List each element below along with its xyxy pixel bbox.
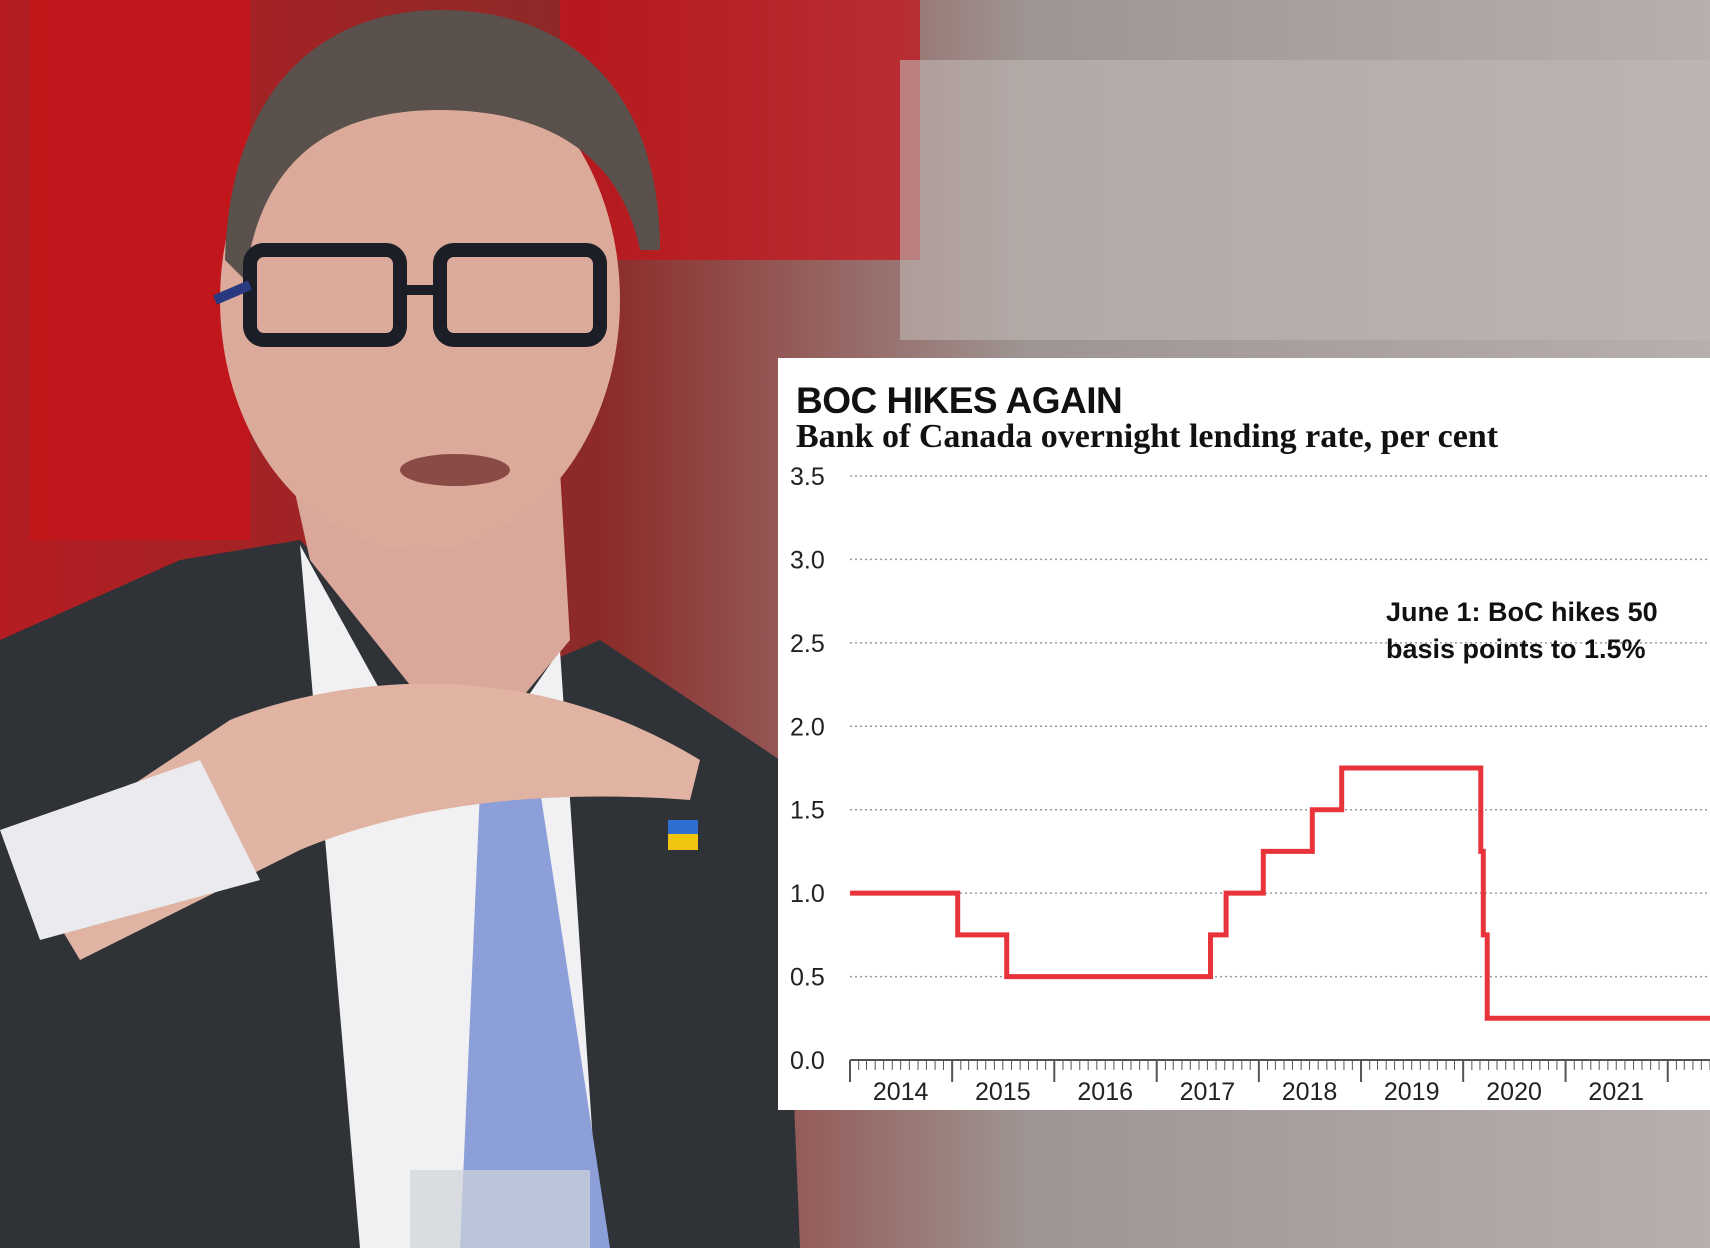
x-tick-label: 2020 [1486,1078,1542,1106]
y-tick-label: 1.5 [790,797,825,825]
x-tick-label: 2017 [1180,1078,1236,1106]
annotation-line-2: basis points to 1.5% [1386,634,1646,664]
chart-title: BOC HIKES AGAIN [796,380,1123,421]
rate-line-chart: 0.00.51.01.52.02.53.03.5 2014 2015 2016 201… [790,463,1710,1106]
rate-line [850,765,1710,1021]
x-axis-ticks: 2014 2015 2016 2017 2018 2019 2020 2021 [873,1078,1644,1106]
hike-annotation: June 1: BoC hikes 50 basis points to 1.5… [1386,594,1686,668]
x-tick-label: 2018 [1282,1078,1338,1106]
x-tick-label: 2015 [975,1078,1031,1106]
y-tick-label: 2.0 [790,713,825,741]
y-tick-label: 3.0 [790,546,825,574]
y-axis-ticks: 0.0 0.5 1.0 1.5 2.0 2.5 3.0 3.5 [790,463,825,1075]
y-tick-label: 3.5 [790,463,825,491]
rate-series [850,765,1710,1021]
y-tick-label: 0.5 [790,964,825,992]
y-tick-label: 2.5 [790,630,825,658]
annotation-line-1: June 1: BoC hikes 50 [1386,597,1658,627]
chart-subtitle: Bank of Canada overnight lending rate, p… [796,418,1499,455]
chart-card: BOC HIKES AGAIN Bank of Canada overnight… [778,358,1710,1110]
y-tick-label: 1.0 [790,880,825,908]
x-axis [849,1059,1710,1082]
y-tick-label: 0.0 [790,1047,825,1075]
x-tick-label: 2014 [873,1078,929,1106]
gridlines [850,475,1710,978]
x-tick-label: 2019 [1384,1078,1440,1106]
x-tick-label: 2021 [1588,1078,1644,1106]
x-tick-label: 2016 [1077,1078,1133,1106]
